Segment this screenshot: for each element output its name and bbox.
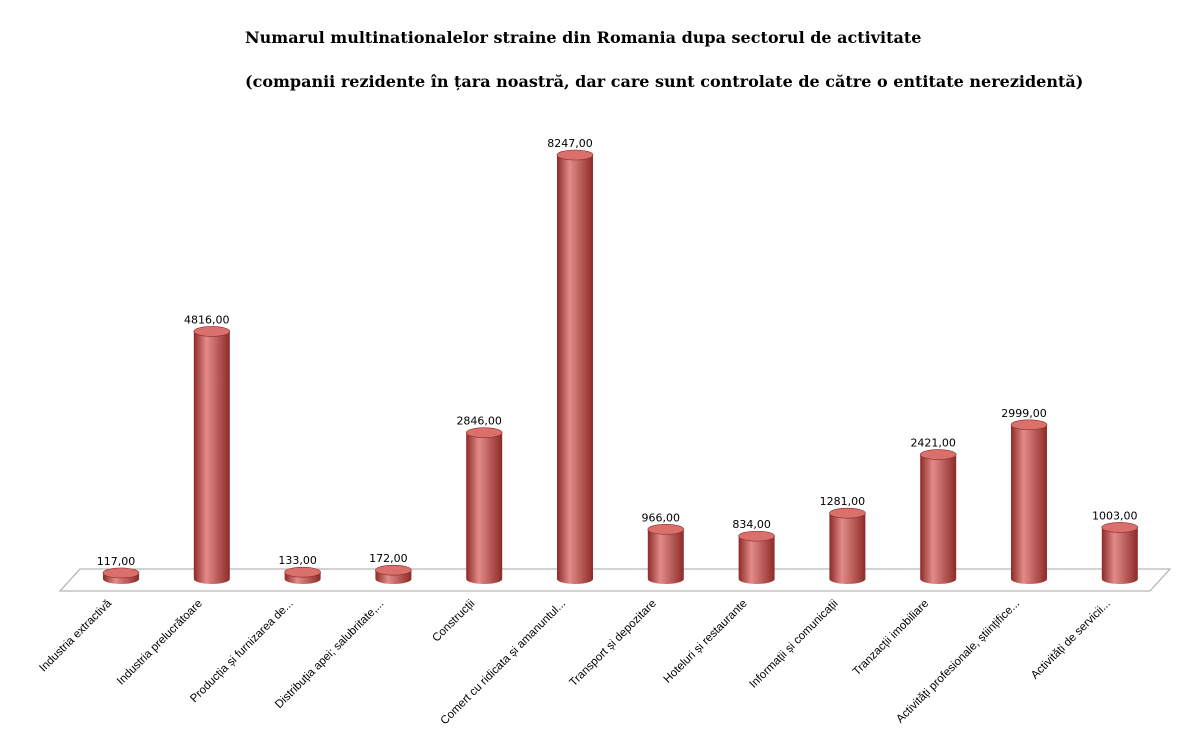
category-label: Producția și furnizarea de... — [188, 598, 295, 705]
data-label: 4816,00 — [184, 313, 230, 326]
bar-top — [375, 564, 412, 576]
bar-body — [738, 536, 775, 584]
bar-body — [829, 513, 866, 584]
data-label: 834,00 — [732, 518, 771, 531]
data-label: 117,00 — [97, 555, 136, 568]
bar-body — [647, 529, 684, 584]
category-label: Tranzacții imobiliare — [851, 598, 931, 678]
category-label: Industria extractivă — [37, 597, 114, 674]
bar-body — [557, 155, 593, 584]
data-label: 8247,00 — [547, 137, 593, 150]
bar — [919, 449, 957, 584]
bar-body — [1101, 527, 1138, 584]
chart-floor — [58, 568, 1172, 592]
bar — [284, 566, 321, 584]
chart-subtitle: (companii rezidente în țara noastră, dar… — [245, 72, 1084, 91]
bar-body — [466, 432, 503, 584]
bar-top — [284, 566, 321, 578]
data-label: 1281,00 — [820, 495, 866, 508]
bar-top — [738, 530, 775, 542]
category-label: Transport și depozitare — [568, 598, 659, 689]
data-label: 172,00 — [369, 552, 408, 565]
bar-top — [829, 507, 866, 519]
bar-top — [919, 449, 957, 460]
category-label: Informații și comunicații — [748, 598, 841, 691]
data-label: 2999,00 — [1001, 407, 1047, 420]
category-label: Industria prelucrătoare — [115, 598, 205, 688]
bar — [647, 524, 685, 584]
data-label: 133,00 — [278, 554, 317, 567]
bar — [829, 507, 866, 584]
bar — [102, 567, 140, 584]
bar-top — [647, 524, 685, 535]
bar-top — [102, 567, 140, 579]
bar — [465, 427, 503, 584]
bar-body — [920, 454, 957, 584]
bar-body — [193, 331, 230, 584]
bar-top — [1010, 419, 1048, 431]
bar — [1010, 419, 1048, 584]
category-label: Distribuția apei; salubritate,... — [273, 598, 386, 711]
data-label: 1003,00 — [1092, 509, 1138, 522]
bar — [1101, 522, 1139, 584]
category-label: Activități de servicii... — [1029, 598, 1113, 682]
bar-top — [1101, 522, 1139, 533]
bar — [193, 326, 231, 584]
data-label: 966,00 — [642, 511, 681, 524]
chart-title: Numarul multinationalelor straine din Ro… — [245, 28, 922, 47]
bar — [556, 149, 594, 584]
data-label: 2846,00 — [456, 415, 502, 428]
bar-top — [465, 427, 503, 438]
category-label: Hoteluri și restaurante — [662, 598, 750, 686]
category-label: Construcții — [430, 598, 477, 645]
bar-body — [1011, 424, 1047, 584]
bar-top — [193, 326, 231, 337]
bar-top — [556, 149, 594, 161]
bar — [738, 530, 775, 584]
bar — [375, 564, 412, 584]
data-label: 2421,00 — [910, 437, 956, 450]
